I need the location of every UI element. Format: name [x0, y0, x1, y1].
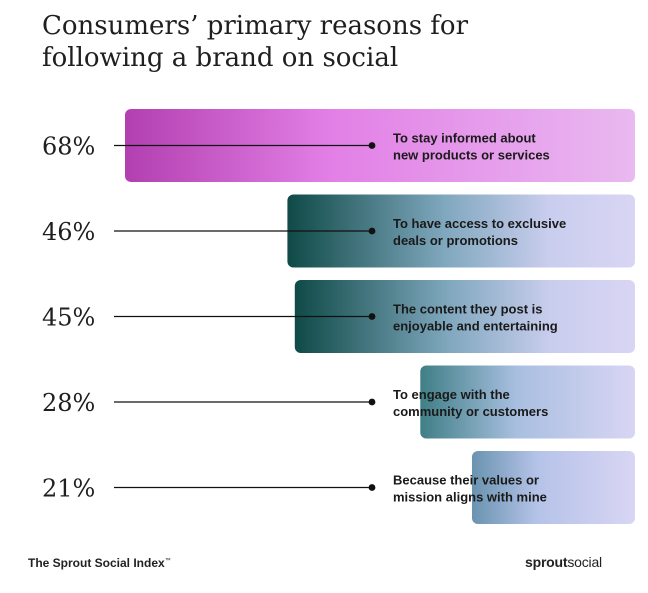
chart-title: Consumers’ primary reasons for following… [42, 10, 562, 74]
bar-4 [420, 365, 635, 439]
bar-5 [471, 451, 635, 524]
leader-dot-3 [368, 313, 376, 320]
category-label-5: Because their values or mission aligns wi… [393, 473, 547, 505]
bar-3 [294, 280, 635, 353]
title-line-1: Consumers’ primary reasons for [42, 11, 469, 41]
title-line-2: following a brand on social [42, 43, 399, 73]
leader-dot-2 [368, 227, 376, 235]
brand-logo: sproutsocial [525, 554, 602, 570]
category-label-1: To stay informed about new products or se… [393, 131, 550, 163]
brand-logo-bold: sprout [525, 554, 568, 570]
value-label-3: 45% [42, 304, 95, 332]
value-label-2: 46% [42, 218, 95, 246]
category-label-2: To have access to exclusive deals or prom… [393, 216, 566, 248]
value-label-5: 21% [42, 475, 95, 503]
source-text: The Sprout Social Index [28, 556, 165, 570]
value-label-1: 68% [42, 133, 95, 161]
bar-1 [125, 109, 635, 182]
leader-dot-4 [368, 398, 376, 406]
category-label-3: The content they post is enjoyable and en… [393, 302, 558, 334]
value-label-4: 28% [42, 389, 95, 417]
source-label: The Sprout Social Index™ [28, 556, 171, 570]
trademark-mark: ™ [164, 558, 171, 564]
leader-dot-5 [368, 484, 376, 491]
leader-dot-1 [368, 142, 376, 149]
bar-2 [287, 194, 635, 268]
brand-logo-light: social [567, 554, 602, 570]
category-label-4: To engage with the community or customers [393, 387, 548, 419]
